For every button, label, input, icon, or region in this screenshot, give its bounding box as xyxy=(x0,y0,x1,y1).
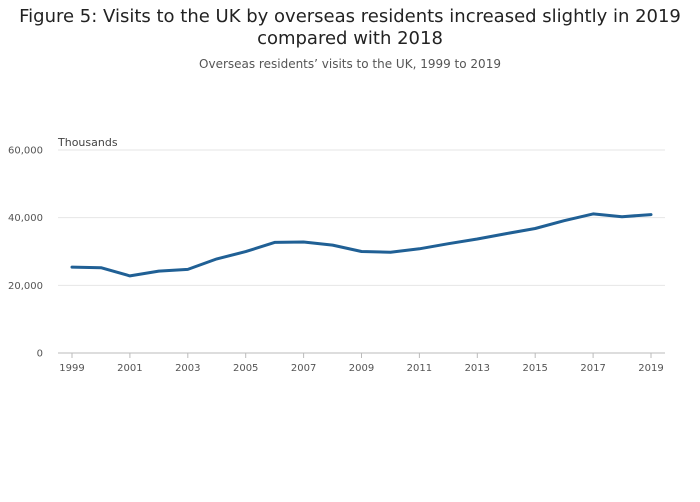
data-point[interactable] xyxy=(472,234,482,244)
series-line xyxy=(70,212,653,278)
data-point[interactable] xyxy=(559,216,569,226)
data-point[interactable] xyxy=(154,266,164,276)
x-tick-label: 2007 xyxy=(291,363,316,374)
data-point[interactable] xyxy=(646,210,656,220)
data-point[interactable] xyxy=(386,247,396,257)
data-point[interactable] xyxy=(501,229,511,239)
chart-title: Figure 5: Visits to the UK by overseas r… xyxy=(19,6,681,49)
data-point[interactable] xyxy=(183,264,193,274)
gridlines xyxy=(58,149,665,286)
data-point[interactable] xyxy=(212,254,222,264)
data-point[interactable] xyxy=(530,224,540,234)
series-layer xyxy=(67,209,656,281)
data-point[interactable] xyxy=(299,237,309,247)
x-tick-label: 2013 xyxy=(465,363,490,374)
y-tick-label: 40,000 xyxy=(8,213,43,224)
data-point[interactable] xyxy=(328,240,338,250)
x-tick-label: 2003 xyxy=(175,363,200,374)
data-point[interactable] xyxy=(241,247,251,257)
x-tick-label: 2005 xyxy=(233,363,258,374)
y-tick-label: 20,000 xyxy=(8,281,43,292)
x-tick-label: 2015 xyxy=(522,363,547,374)
y-tick-label: 60,000 xyxy=(8,146,43,157)
x-tick-label: 2009 xyxy=(349,363,374,374)
data-point[interactable] xyxy=(617,212,627,222)
x-tick-label: 2001 xyxy=(117,363,142,374)
x-tick-label: 2019 xyxy=(638,363,663,374)
axes: 0 20,000 40,000 60,000 1999 2001 2003 2005 2007 2… xyxy=(8,146,665,374)
data-point[interactable] xyxy=(270,237,280,247)
y-axis-unit-label: Thousands xyxy=(57,136,118,149)
x-tick-label: 2011 xyxy=(407,363,432,374)
x-tick-label: 2017 xyxy=(580,363,605,374)
data-point[interactable] xyxy=(357,247,367,257)
data-point[interactable] xyxy=(588,209,598,219)
data-point[interactable] xyxy=(443,239,453,249)
y-tick-label: 0 xyxy=(37,349,43,360)
chart-subtitle: Overseas residents’ visits to the UK, 19… xyxy=(199,57,501,71)
data-point[interactable] xyxy=(414,244,424,254)
data-point[interactable] xyxy=(125,271,135,281)
x-tick-label: 1999 xyxy=(59,363,84,374)
data-point[interactable] xyxy=(96,263,106,273)
data-point[interactable] xyxy=(67,262,77,272)
